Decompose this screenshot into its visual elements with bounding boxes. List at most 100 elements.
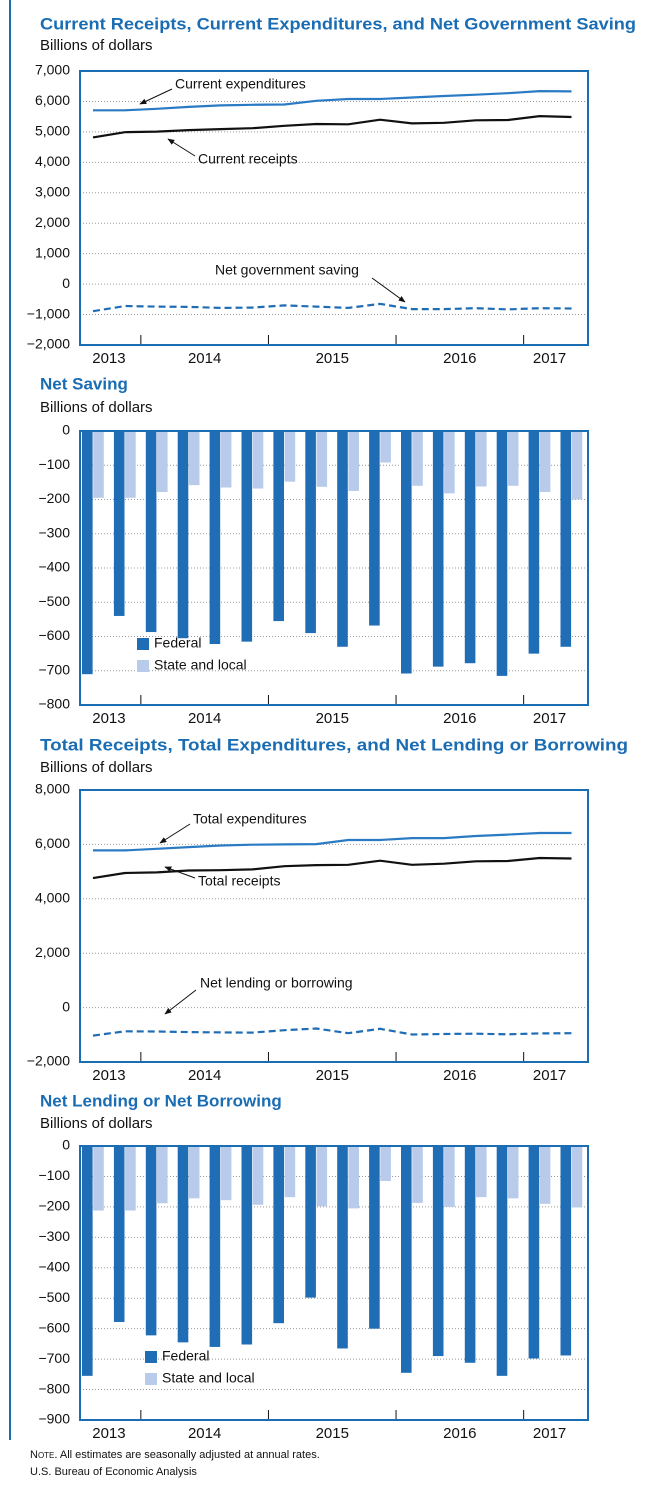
line-series xyxy=(92,856,572,880)
bar xyxy=(284,1146,296,1198)
bar xyxy=(528,1146,540,1359)
bar xyxy=(241,1146,253,1345)
chart: Current Receipts, Current Expenditures, … xyxy=(27,14,636,366)
x-tick-label: 2013 xyxy=(92,710,125,727)
bar xyxy=(252,431,264,489)
y-tick-label: −2,000 xyxy=(27,1053,70,1069)
series-annotation: Net lending or borrowing xyxy=(200,975,353,991)
chart-title: Total Receipts, Total Expenditures, and … xyxy=(40,735,628,754)
legend-label: State and local xyxy=(162,1370,255,1386)
x-tick-label: 2017 xyxy=(533,710,566,727)
series-annotation: Net government saving xyxy=(215,262,359,278)
bar xyxy=(209,431,221,645)
y-tick-label: −800 xyxy=(38,696,70,712)
y-tick-label: −600 xyxy=(38,627,70,643)
bar xyxy=(444,431,455,494)
y-tick-label: −100 xyxy=(38,456,70,472)
note-text: All estimates are seasonally adjusted at… xyxy=(60,1449,320,1461)
y-tick-label: 3,000 xyxy=(35,183,70,199)
y-tick-label: −100 xyxy=(38,1167,70,1183)
bar xyxy=(496,1146,508,1376)
source: U.S. Bureau of Economic Analysis xyxy=(30,1466,197,1478)
x-tick-label: 2014 xyxy=(188,350,221,367)
y-tick-label: 0 xyxy=(62,275,70,291)
annotation-arrow xyxy=(167,138,196,157)
bar xyxy=(476,431,487,487)
y-tick-label: 8,000 xyxy=(35,781,70,797)
line-series xyxy=(93,89,572,112)
y-tick-label: −300 xyxy=(38,524,70,540)
note: Note. All estimates are seasonally adjus… xyxy=(30,1449,320,1461)
y-tick-label: 0 xyxy=(62,1137,70,1153)
bar xyxy=(560,1146,572,1356)
bar xyxy=(305,1146,316,1298)
plot-frame xyxy=(79,430,589,706)
series-annotation: Total expenditures xyxy=(193,811,307,827)
x-tick-label: 2016 xyxy=(443,1067,476,1084)
y-tick-label: −200 xyxy=(38,490,70,506)
y-tick-label: −2,000 xyxy=(27,336,70,352)
annotation-arrow xyxy=(159,823,191,844)
bar xyxy=(157,431,168,492)
x-tick-label: 2013 xyxy=(92,350,125,367)
bar xyxy=(82,431,93,675)
annotation-arrow xyxy=(371,277,406,303)
y-tick-label: −200 xyxy=(38,1198,70,1214)
x-tick-label: 2017 xyxy=(533,1425,566,1442)
bar xyxy=(432,431,444,667)
plot-frame xyxy=(79,1145,589,1421)
bar xyxy=(177,1146,189,1343)
chart: Total Receipts, Total Expenditures, and … xyxy=(27,735,628,1083)
x-tick-label: 2015 xyxy=(316,1425,349,1442)
chart-title: Net Lending or Net Borrowing xyxy=(40,1091,282,1110)
y-tick-label: −700 xyxy=(38,661,70,677)
bar xyxy=(316,1146,328,1207)
bar xyxy=(337,431,348,647)
bar xyxy=(571,1146,583,1208)
legend-swatch xyxy=(137,660,149,672)
y-tick-label: 2,000 xyxy=(35,944,70,960)
bar xyxy=(220,431,232,488)
chart-title: Current Receipts, Current Expenditures, … xyxy=(40,14,636,33)
bar xyxy=(369,1146,380,1329)
chart: Net Saving Billions of dollars −800 −700 −60… xyxy=(38,374,589,727)
bar xyxy=(369,431,380,626)
y-tick-label: 4,000 xyxy=(35,153,70,169)
bar xyxy=(145,431,157,633)
plot-frame xyxy=(79,789,589,1063)
x-tick-label: 2016 xyxy=(443,1425,476,1442)
bar xyxy=(337,1146,348,1349)
bar xyxy=(188,431,200,486)
line-series xyxy=(93,831,572,852)
bar xyxy=(507,1146,519,1199)
bar xyxy=(241,431,253,642)
annotation-arrow xyxy=(164,989,197,1015)
legend-swatch xyxy=(145,1373,157,1385)
bar xyxy=(113,1146,125,1322)
x-tick-label: 2017 xyxy=(533,1067,566,1084)
y-tick-label: 0 xyxy=(62,998,70,1014)
bar xyxy=(348,431,359,491)
bar xyxy=(476,1146,487,1198)
bar xyxy=(380,1146,391,1182)
series-annotation: Current receipts xyxy=(198,151,298,167)
y-tick-label: −500 xyxy=(38,1289,70,1305)
bar xyxy=(528,431,540,654)
bar xyxy=(401,431,412,674)
bar xyxy=(145,1146,157,1336)
bar xyxy=(539,1146,551,1204)
bar xyxy=(507,431,519,486)
chart-subtitle: Billions of dollars xyxy=(40,759,153,776)
y-tick-label: −800 xyxy=(38,1380,70,1396)
bar xyxy=(316,431,328,487)
legend-swatch xyxy=(145,1351,157,1363)
y-tick-label: −600 xyxy=(38,1319,70,1335)
annotation-arrow xyxy=(164,866,196,879)
chart-title: Net Saving xyxy=(40,374,128,393)
bar xyxy=(273,431,284,622)
x-tick-label: 2013 xyxy=(92,1425,125,1442)
bar xyxy=(401,1146,412,1373)
bar xyxy=(220,1146,232,1201)
y-tick-label: 4,000 xyxy=(35,890,70,906)
